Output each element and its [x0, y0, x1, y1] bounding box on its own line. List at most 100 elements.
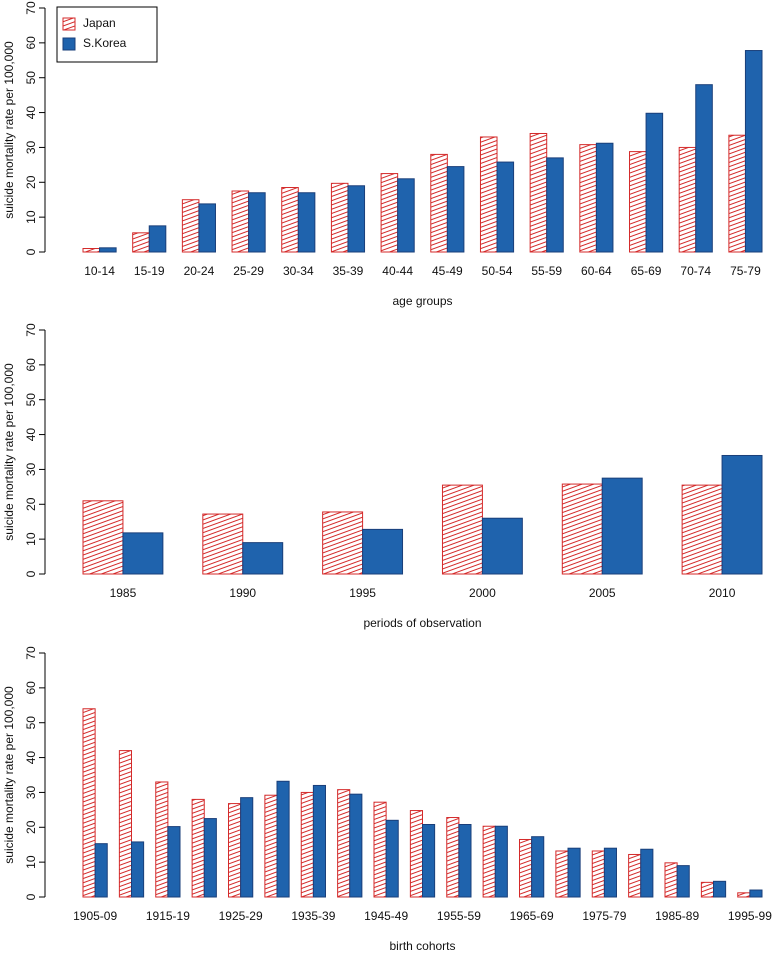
x-tick-label: 40-44: [382, 264, 413, 278]
bar: [737, 892, 751, 898]
x-axis-title: periods of observation: [363, 616, 481, 630]
bar: [591, 850, 605, 898]
x-tick-label: 1985-89: [655, 909, 699, 923]
legend-box: [56, 6, 158, 63]
bar: [713, 880, 727, 898]
bar: [330, 182, 349, 253]
bar: [276, 780, 290, 898]
bar: [82, 248, 101, 253]
x-tick-label: 25-29: [233, 264, 264, 278]
x-tick-label: 55-59: [531, 264, 562, 278]
x-tick-label: 2005: [589, 586, 616, 600]
x-tick-label: 1995-99: [728, 909, 772, 923]
bar: [494, 825, 508, 898]
bar: [430, 153, 448, 253]
bar: [297, 192, 316, 253]
y-tick-label: 60: [24, 358, 38, 372]
bar: [397, 178, 415, 253]
bar: [681, 484, 723, 575]
bar: [380, 173, 399, 253]
bar: [700, 881, 714, 898]
y-tick-label: 70: [24, 646, 38, 660]
y-tick-label: 30: [24, 785, 38, 799]
legend-label: Japan: [83, 16, 116, 30]
bar: [337, 789, 351, 898]
legend-label: S.Korea: [83, 36, 127, 50]
bar: [373, 801, 387, 898]
bar: [678, 146, 697, 253]
bar: [458, 823, 472, 898]
bar: [446, 817, 460, 898]
bar: [479, 136, 498, 253]
y-tick-label: 50: [24, 716, 38, 730]
bar: [446, 166, 465, 253]
y-tick-label: 10: [24, 532, 38, 546]
bar: [198, 203, 216, 253]
bar: [496, 161, 515, 253]
bar: [203, 818, 217, 898]
y-tick-label: 40: [24, 428, 38, 442]
bar: [640, 848, 654, 898]
y-tick-label: 10: [24, 855, 38, 869]
x-tick-label: 1965-69: [510, 909, 554, 923]
y-tick-label: 0: [24, 570, 38, 577]
bar: [601, 477, 643, 575]
y-axis-title: suicide mortality rate per 100,000: [2, 41, 16, 219]
x-tick-label: 70-74: [680, 264, 711, 278]
bar: [118, 750, 132, 898]
x-tick-label: 1990: [229, 586, 256, 600]
x-tick-label: 1995: [349, 586, 376, 600]
legend-swatch: [62, 37, 76, 51]
y-tick-label: 0: [24, 893, 38, 900]
y-tick-label: 50: [24, 71, 38, 85]
y-tick-label: 0: [24, 248, 38, 255]
bar: [281, 187, 299, 253]
x-tick-label: 10-14: [84, 264, 115, 278]
bar: [362, 528, 404, 575]
x-tick-label: 2010: [709, 586, 736, 600]
y-tick-label: 70: [24, 1, 38, 15]
x-axis-title: age groups: [392, 294, 452, 308]
bar: [728, 134, 746, 253]
bar: [242, 542, 284, 575]
bar: [122, 532, 164, 575]
bar: [531, 836, 545, 898]
bar: [482, 825, 496, 898]
y-tick-label: 20: [24, 175, 38, 189]
x-tick-label: 1975-79: [582, 909, 626, 923]
x-tick-label: 20-24: [184, 264, 215, 278]
bar: [555, 850, 569, 898]
x-tick-label: 30-34: [283, 264, 314, 278]
bar: [264, 794, 278, 898]
bar: [231, 190, 250, 253]
x-tick-label: 65-69: [631, 264, 662, 278]
bar: [676, 865, 690, 898]
bar: [546, 157, 564, 253]
bar: [82, 500, 124, 575]
bar: [529, 132, 548, 253]
x-tick-label: 1985: [110, 586, 137, 600]
bar: [579, 144, 597, 253]
bar: [322, 511, 364, 575]
x-tick-label: 35-39: [333, 264, 364, 278]
bar: [300, 791, 314, 898]
bar: [347, 185, 366, 253]
bar: [94, 843, 108, 898]
y-tick-label: 40: [24, 751, 38, 765]
bar: [409, 810, 423, 898]
bar: [695, 84, 713, 253]
bar: [82, 708, 96, 898]
bar: [228, 803, 242, 898]
bar: [628, 853, 642, 898]
bar: [132, 232, 150, 253]
y-axis-title: suicide mortality rate per 100,000: [2, 363, 16, 541]
bar: [645, 112, 664, 253]
x-tick-label: 1925-29: [219, 909, 263, 923]
y-tick-label: 50: [24, 393, 38, 407]
bar: [240, 797, 254, 898]
x-tick-label: 2000: [469, 586, 496, 600]
x-tick-label: 15-19: [134, 264, 165, 278]
bar: [131, 841, 145, 898]
x-tick-label: 45-49: [432, 264, 463, 278]
bar: [167, 826, 181, 898]
